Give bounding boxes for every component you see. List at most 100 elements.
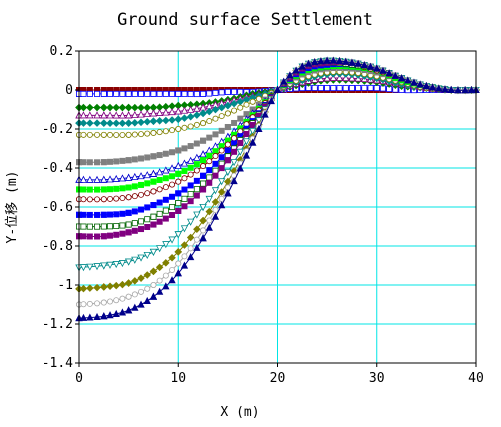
curve-marker <box>180 241 189 249</box>
curve-marker <box>119 90 126 97</box>
curve-marker <box>175 90 182 97</box>
curve-marker <box>125 131 132 138</box>
curve-marker <box>193 140 200 147</box>
curve-marker <box>100 103 108 112</box>
curve-marker <box>162 128 169 135</box>
curve-marker <box>86 196 93 203</box>
x-axis-label: X (m) <box>220 405 259 420</box>
curve-marker <box>205 195 213 203</box>
curve-marker <box>106 282 114 291</box>
curve-marker <box>298 62 306 70</box>
curve-marker <box>187 91 194 98</box>
curve-marker <box>218 201 226 209</box>
curve-marker <box>237 128 244 135</box>
curve-marker <box>205 223 213 231</box>
curve-marker <box>224 168 232 176</box>
curve-marker <box>94 223 101 230</box>
curve-marker <box>200 120 207 127</box>
curve-marker <box>93 175 101 183</box>
curve-marker <box>330 85 337 92</box>
curve-marker <box>168 108 176 116</box>
curve-marker <box>187 182 194 189</box>
curve-marker <box>131 183 138 190</box>
curve-marker <box>106 261 114 269</box>
curve-marker <box>93 283 101 292</box>
curve-marker <box>143 251 151 260</box>
curve-marker <box>162 150 169 157</box>
curve-marker <box>224 124 231 131</box>
curve-marker <box>118 308 127 316</box>
curve-marker <box>113 231 120 238</box>
curve-marker <box>131 220 138 227</box>
curve-marker <box>100 196 107 203</box>
curve-marker <box>169 90 176 97</box>
curve-marker <box>156 277 163 284</box>
curve-marker <box>107 232 114 239</box>
curve-marker <box>193 161 200 168</box>
curve-marker <box>118 260 127 268</box>
curve-marker <box>311 58 319 66</box>
curve-marker <box>112 309 120 318</box>
curve-marker <box>124 279 133 287</box>
curve-marker <box>169 211 176 218</box>
curve-marker <box>162 272 169 279</box>
curve-marker <box>224 101 232 110</box>
curve-marker <box>79 119 88 127</box>
curve-marker <box>144 190 151 197</box>
curve-marker <box>186 112 195 121</box>
curve-marker <box>231 119 238 126</box>
curve-marker <box>169 193 176 200</box>
curve-marker <box>385 69 393 77</box>
curve-marker <box>435 84 443 92</box>
curve-marker <box>217 188 226 196</box>
curve-marker <box>175 200 182 207</box>
curve-marker <box>138 155 145 162</box>
curve-marker <box>379 66 387 74</box>
curve-marker <box>86 159 93 166</box>
curve-marker <box>156 90 163 97</box>
curve-marker <box>174 248 183 256</box>
curve-marker <box>187 198 194 205</box>
curve-marker <box>211 142 220 150</box>
curve-marker <box>80 131 87 138</box>
curve-marker <box>162 184 169 191</box>
series-16 <box>75 56 480 322</box>
curve-marker <box>149 109 158 117</box>
curve-marker <box>180 114 189 122</box>
curve-marker <box>397 74 406 82</box>
curve-marker <box>80 301 87 308</box>
curve-marker <box>243 131 250 138</box>
curve-marker <box>373 64 381 72</box>
curve-marker <box>143 296 151 304</box>
curve-marker <box>206 167 213 174</box>
curve-marker <box>168 164 176 172</box>
curve-marker <box>113 223 120 230</box>
curve-marker <box>119 185 126 192</box>
curve-marker <box>193 211 201 219</box>
curve-marker <box>175 170 182 177</box>
curve-marker <box>218 147 225 154</box>
curve-marker <box>366 62 375 70</box>
y-tick-label: -0.2 <box>42 122 73 137</box>
curve-marker <box>113 211 120 218</box>
curve-marker <box>180 225 189 233</box>
curve-marker <box>416 80 424 88</box>
y-axis-label: Y-位移 (m) <box>5 171 20 244</box>
curve-marker <box>224 88 231 95</box>
curve-marker <box>187 245 194 252</box>
tick-labels: 0 10 20 30 40 0.2 0 -0.2 -0.4 -0.6 -0.8 -1 -1.2 -1.4 <box>42 44 484 386</box>
curve-marker <box>174 231 182 239</box>
curve-marker <box>93 119 101 127</box>
curve-marker <box>107 298 114 305</box>
curve-marker <box>242 138 251 146</box>
curve-marker <box>144 90 151 97</box>
curve-marker <box>125 184 132 191</box>
curve-marker <box>94 211 101 218</box>
curve-marker <box>162 241 170 249</box>
curve-marker <box>193 121 200 128</box>
curve-marker <box>441 85 449 93</box>
curve-marker <box>113 185 120 192</box>
curve-marker <box>212 160 219 167</box>
curve-marker <box>155 263 164 272</box>
